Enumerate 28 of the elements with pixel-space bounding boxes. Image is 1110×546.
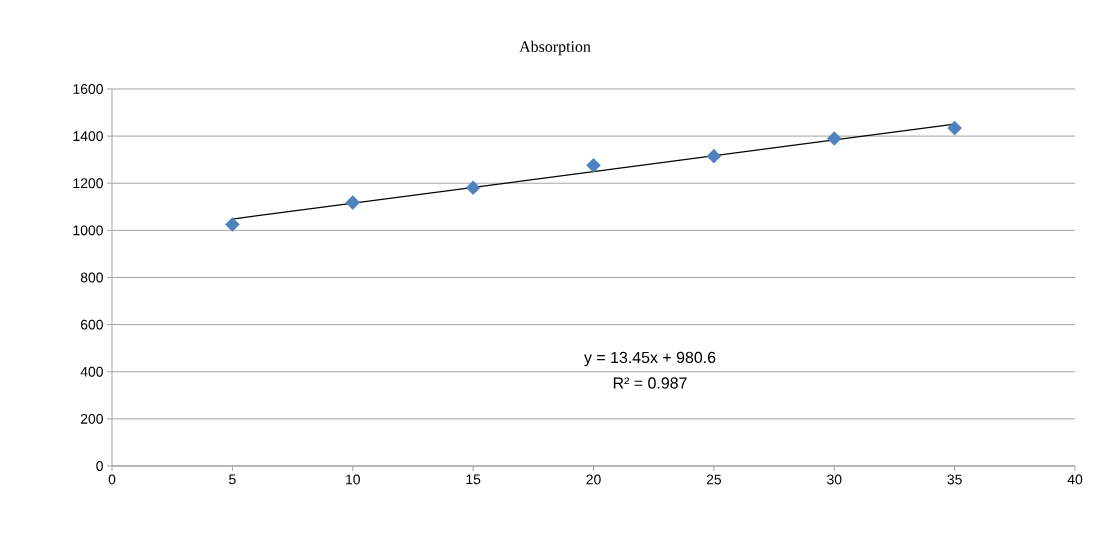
x-tick-label: 30 [827,474,842,485]
x-tick-label: 35 [947,474,962,485]
point [586,158,601,173]
point [465,180,481,195]
point [345,195,361,210]
x-tick-label: 5 [229,474,236,485]
x-tick-label: 40 [1067,474,1083,485]
y-tick-label: 1400 [73,131,103,142]
y-tick-label: 1600 [73,84,103,94]
y-tick-label: 400 [80,366,103,377]
x-tick-label: 15 [466,474,481,485]
y-tick-label: 600 [80,319,103,330]
x-tick-label: 0 [108,474,116,485]
x-tick-label: 10 [346,474,360,485]
annotation: y = 13.45x + 980.6 [584,351,716,367]
point [826,131,842,146]
y-tick-label: 200 [80,413,103,424]
y-tick-label: 1000 [73,225,103,236]
point [947,120,962,136]
chart-title: Absorption [519,40,591,56]
annotation: R² = 0.987 [613,377,687,389]
y-tick-label: 800 [80,272,103,283]
point [225,217,240,232]
x-tick-label: 25 [706,474,722,485]
y-tick-label: 0 [96,461,103,471]
point [706,148,722,164]
y-tick-label: 1200 [73,178,103,189]
x-tick-label: 20 [586,474,601,485]
